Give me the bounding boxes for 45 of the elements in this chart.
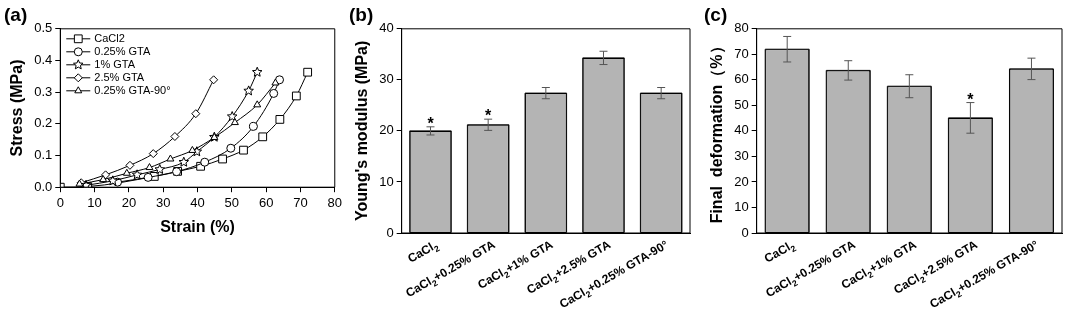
y-tick-label: 30 <box>379 71 394 87</box>
x-tick-label: 70 <box>293 194 308 210</box>
x-axis-title: Strain (%) <box>160 217 235 235</box>
legend-label: 2.5% GTA <box>94 70 145 83</box>
annotation: * <box>485 107 493 125</box>
y-tick-label: 0 <box>741 224 749 240</box>
legend-label: CaCl2 <box>94 31 125 44</box>
y-tick-label: 10 <box>379 173 394 189</box>
y-tick-label: 0.5 <box>34 20 53 36</box>
y-tick-label: 30 <box>734 148 749 163</box>
annotation: * <box>427 114 435 132</box>
x-tick-label: 80 <box>327 194 342 210</box>
y-tick-label: 50 <box>734 96 749 112</box>
y-tick-label: 0 <box>386 224 394 240</box>
x-tick-label: 50 <box>224 194 240 210</box>
x-tick-label: 20 <box>121 194 137 210</box>
y-tick-label: 20 <box>379 122 394 138</box>
y-axis-title: Stress (MPa) <box>8 59 26 157</box>
y-tick-label: 0.3 <box>34 83 53 99</box>
y-axis-title: Young's modulus (MPa) <box>353 40 371 222</box>
y-tick-label: 80 <box>734 20 749 36</box>
y-tick-label: 40 <box>379 20 394 36</box>
y-tick-label: 0.4 <box>34 52 53 68</box>
chart-title: (b) <box>349 3 374 25</box>
annotation: * <box>967 90 975 108</box>
y-tick-label: 20 <box>734 173 749 189</box>
x-tick-label: 0 <box>56 194 64 210</box>
x-tick-label: 60 <box>258 194 274 210</box>
y-tick-label: 0.2 <box>34 115 53 131</box>
x-tick-label: CaCl2 <box>761 239 799 266</box>
x-tick-label: 30 <box>155 194 171 210</box>
legend-label: 0.25% GTA <box>94 44 151 57</box>
legend-label: 0.25% GTA-90° <box>94 83 171 96</box>
chart-title: (c) <box>704 3 728 25</box>
y-tick-label: 60 <box>734 71 749 87</box>
y-axis-title: Final deformation（%） <box>708 38 727 224</box>
chart-title: (a) <box>4 3 28 25</box>
y-tick-label: 0.1 <box>34 147 53 163</box>
y-tick-label: 70 <box>734 45 749 61</box>
x-tick-label: 10 <box>87 194 102 210</box>
legend-label: 1% GTA <box>94 57 136 70</box>
y-tick-label: 40 <box>734 122 749 138</box>
x-tick-label: CaCl2 <box>405 239 442 266</box>
y-tick-label: 0.0 <box>34 178 53 194</box>
x-tick-label: 40 <box>190 194 205 210</box>
